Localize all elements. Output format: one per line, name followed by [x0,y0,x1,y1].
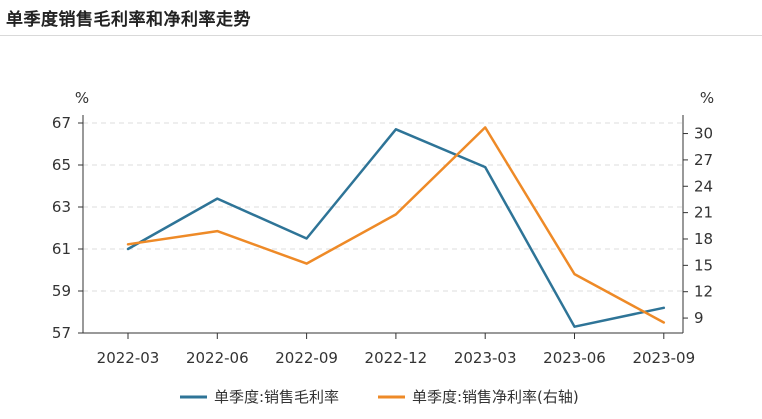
x-tick-label: 2022-12 [365,349,428,367]
left-axis-unit: % [75,89,89,107]
series-lines [126,126,666,328]
left-tick-label: 59 [52,282,71,300]
left-tick-label: 57 [52,324,71,342]
left-tick-label: 65 [52,156,71,174]
right-tick-label: 15 [694,256,713,274]
x-tick-label: 2023-09 [632,349,695,367]
right-tick-label: 27 [694,151,713,169]
right-tick-label: 9 [694,309,704,327]
net-margin-line [126,126,666,324]
right-tick-label: 12 [694,283,713,301]
x-tick-label: 2023-03 [454,349,517,367]
right-tick-label: 30 [694,125,713,143]
left-tick-label: 63 [52,198,71,216]
legend-label: 单季度:销售毛利率 [214,388,339,406]
left-tick-label: 61 [52,240,71,258]
right-tick-label: 21 [694,204,713,222]
right-tick-label: 24 [694,177,713,195]
x-tick-label: 2023-06 [543,349,606,367]
grid-lines [83,122,683,292]
legend-label: 单季度:销售净利率(右轴) [412,388,579,406]
legend: 单季度:销售毛利率 单季度:销售净利率(右轴) [180,388,579,406]
header-bar: 单季度销售毛利率和净利率走势 [0,0,762,36]
x-tick-label: 2022-06 [186,349,249,367]
x-tick-label: 2022-09 [275,349,338,367]
axes: 57 59 61 63 65 67% 9 12 15 18 21 24 27 30% 2022-03 2022… [52,89,714,367]
right-axis-unit: % [700,89,714,107]
right-tick-label: 18 [694,230,713,248]
left-tick-label: 67 [52,114,71,132]
chart-title: 单季度销售毛利率和净利率走势 [6,10,251,30]
x-tick-label: 2022-03 [97,349,160,367]
gross-margin-line [126,128,666,328]
